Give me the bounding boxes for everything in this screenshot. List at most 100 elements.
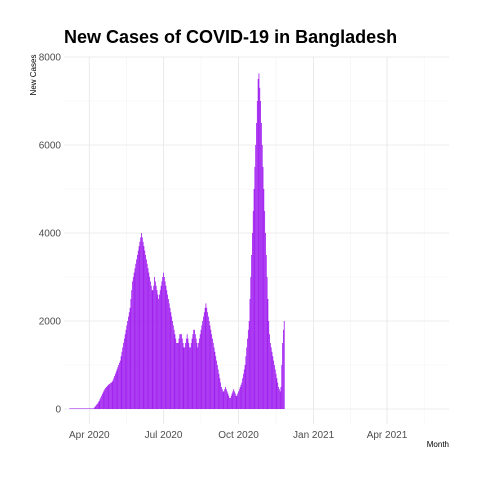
bar: [154, 277, 155, 409]
bar: [125, 334, 126, 409]
bar: [219, 374, 220, 409]
bar: [221, 387, 222, 409]
bar: [198, 343, 199, 409]
bar: [275, 369, 276, 409]
bar: [188, 343, 189, 409]
bar: [88, 408, 89, 409]
bar: [73, 408, 74, 409]
bar: [230, 398, 231, 409]
bar: [214, 347, 215, 409]
bar: [147, 264, 148, 409]
bar: [199, 339, 200, 409]
y-tick-labels: 0 2000 4000 6000 8000: [39, 53, 62, 416]
bar: [186, 339, 187, 409]
x-tick-label: Apr 2020: [69, 430, 110, 441]
bar: [202, 321, 203, 409]
bar: [225, 387, 226, 409]
bar: [259, 73, 260, 409]
bar: [98, 402, 99, 409]
bar: [283, 330, 284, 409]
bar: [82, 408, 83, 409]
bar: [104, 389, 105, 409]
bar: [190, 347, 191, 409]
bar: [237, 396, 238, 409]
bar: [117, 369, 118, 409]
bar: [184, 347, 185, 409]
bar: [167, 295, 168, 409]
bar: [145, 255, 146, 409]
bar: [281, 387, 282, 409]
bar: [195, 334, 196, 409]
bar: [284, 321, 285, 409]
bar: [124, 339, 125, 409]
bar: [187, 334, 188, 409]
bar: [157, 290, 158, 409]
bar: [83, 408, 84, 409]
bar: [231, 396, 232, 409]
bar: [160, 290, 161, 409]
bar: [96, 405, 97, 409]
bar: [227, 391, 228, 409]
bar: [278, 387, 279, 409]
bar: [277, 383, 278, 409]
bar: [144, 251, 145, 409]
bar: [280, 391, 281, 409]
y-tick-label: 2000: [39, 317, 62, 328]
bar: [148, 273, 149, 409]
bar: [234, 391, 235, 409]
bar: [233, 389, 234, 409]
bar: [232, 394, 233, 409]
bar: [138, 251, 139, 409]
bar: [213, 343, 214, 409]
bar: [201, 330, 202, 409]
bar: [141, 233, 142, 409]
bar: [251, 255, 252, 409]
bar: [118, 365, 119, 409]
bar: [70, 408, 71, 409]
bar: [265, 233, 266, 409]
bar: [220, 383, 221, 409]
bar: [270, 343, 271, 409]
bar: [228, 396, 229, 409]
bar: [282, 343, 283, 409]
bar: [112, 382, 113, 409]
bar: [139, 246, 140, 409]
bar: [95, 406, 96, 409]
bar: [133, 277, 134, 409]
bar: [260, 101, 261, 409]
bar: [226, 389, 227, 409]
bar: [89, 408, 90, 409]
bar: [91, 408, 92, 409]
bar: [77, 408, 78, 409]
bar: [235, 394, 236, 409]
bar: [254, 167, 255, 409]
bar: [80, 408, 81, 409]
bar: [206, 303, 207, 409]
bar: [232, 391, 233, 409]
bar: [193, 330, 194, 409]
bar: [205, 308, 206, 409]
bar: [250, 299, 251, 409]
x-tick-label: Jan 2021: [293, 430, 335, 441]
bar: [183, 347, 184, 409]
bar: [126, 325, 127, 409]
bar: [207, 312, 208, 409]
bar: [204, 312, 205, 409]
bar: [194, 330, 195, 409]
bar: [177, 343, 178, 409]
bar: [240, 387, 241, 409]
bar: [137, 255, 138, 409]
bar: [165, 281, 166, 409]
bar: [119, 363, 120, 409]
bar: [121, 356, 122, 409]
bar: [79, 408, 80, 409]
bar: [139, 242, 140, 409]
bar: [158, 299, 159, 409]
bar: [73, 408, 74, 409]
bar: [237, 394, 238, 409]
bar: [153, 290, 154, 409]
bar: [245, 365, 246, 409]
bar: [203, 317, 204, 409]
bar: [85, 408, 86, 409]
